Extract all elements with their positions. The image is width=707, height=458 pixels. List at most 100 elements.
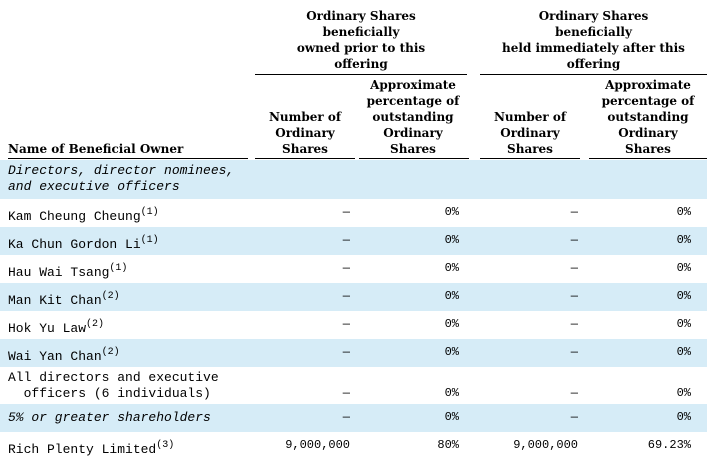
- table-row: Man Kit Chan(2) — 0% — 0%: [0, 283, 707, 311]
- cell-pct-prior: 0%: [444, 261, 459, 275]
- cell-pct-prior: 0%: [444, 289, 459, 303]
- table-row: Ka Chun Gordon Li(1) — 0% — 0%: [0, 227, 707, 255]
- group-rule-prior: [255, 74, 467, 75]
- owner-name: Hok Yu Law(2): [8, 317, 104, 337]
- owner-name-line: Hau Wai Tsang(1): [8, 261, 127, 281]
- cell-number-after: 9,000,000: [513, 438, 578, 452]
- table-row: All directors and executive officers (6 …: [0, 367, 707, 404]
- owner-name-line: officers (6 individuals): [8, 386, 211, 401]
- owner-name-text: Ka Chun Gordon Li: [8, 237, 141, 252]
- cell-pct-prior: 0%: [444, 317, 459, 331]
- col-header-pct-after: Approximate percentage of outstanding Or…: [589, 77, 707, 157]
- owner-name: Man Kit Chan(2): [8, 289, 120, 309]
- owner-name: Kam Cheung Cheung(1): [8, 205, 159, 225]
- cell-pct-prior: 80%: [437, 438, 459, 452]
- col-header-line: Ordinary: [383, 126, 443, 140]
- owner-name-text: Wai Yan Chan: [8, 349, 102, 364]
- col-header-line: Shares: [390, 142, 436, 156]
- col-header-line: outstanding: [607, 110, 689, 124]
- col-header-line: Approximate: [605, 78, 691, 92]
- cell-number-prior: —: [342, 386, 350, 400]
- footnote-marker: (2): [101, 347, 120, 358]
- group-header-after-line: held immediately after this: [502, 41, 685, 55]
- cell-number-prior: —: [342, 317, 350, 331]
- col-header-line: Approximate: [370, 78, 456, 92]
- cell-number-after: —: [570, 261, 578, 275]
- header-rule-number-after: [480, 158, 580, 159]
- col-header-line: percentage of: [601, 94, 695, 108]
- cell-number-prior: —: [342, 205, 350, 219]
- table-row: Directors, director nominees, and executi…: [0, 160, 707, 199]
- owner-name: Hau Wai Tsang(1): [8, 261, 127, 281]
- group-header-prior-line: owned prior to this: [296, 41, 426, 55]
- cell-number-after: —: [570, 317, 578, 331]
- owner-name-line: Directors, director nominees,: [8, 163, 235, 178]
- col-header-name: Name of Beneficial Owner: [8, 141, 183, 157]
- cell-pct-after: 0%: [676, 317, 691, 331]
- col-header-line: percentage of: [366, 94, 460, 108]
- owner-name: Directors, director nominees, and executi…: [8, 163, 234, 195]
- group-rule-after: [480, 74, 707, 75]
- group-header-after-line: offering: [566, 57, 621, 71]
- cell-pct-after: 0%: [676, 205, 691, 219]
- col-header-line: Ordinary: [500, 126, 560, 140]
- footnote-marker: (3): [156, 440, 175, 451]
- col-header-line: Shares: [625, 142, 671, 156]
- col-header-line: Number of: [493, 110, 567, 124]
- footnote-marker: (1): [109, 263, 128, 274]
- owner-name: Rich Plenty Limited(3): [8, 438, 174, 458]
- table-row: Hok Yu Law(2) — 0% — 0%: [0, 311, 707, 339]
- table-row: Kam Cheung Cheung(1) — 0% — 0%: [0, 199, 707, 227]
- owner-name-text: Hau Wai Tsang: [8, 265, 110, 280]
- cell-number-prior: —: [342, 410, 350, 424]
- footnote-marker: (1): [140, 235, 159, 246]
- owner-name: All directors and executive officers (6 …: [8, 370, 219, 402]
- cell-pct-after: 0%: [676, 289, 691, 303]
- cell-pct-prior: 0%: [444, 345, 459, 359]
- owner-name-text: Man Kit Chan: [8, 293, 102, 308]
- col-header-number-prior: Number of Ordinary Shares: [255, 109, 355, 157]
- cell-number-after: —: [570, 205, 578, 219]
- col-header-pct-prior: Approximate percentage of outstanding Or…: [357, 77, 469, 157]
- owner-name-line: Wai Yan Chan(2): [8, 345, 120, 365]
- group-header-after-line: Ordinary Shares: [538, 9, 649, 23]
- cell-number-prior: —: [342, 233, 350, 247]
- cell-number-after: —: [570, 233, 578, 247]
- col-header-line: Shares: [507, 142, 553, 156]
- footnote-marker: (2): [86, 319, 105, 330]
- table-row: Rich Plenty Limited(3) 9,000,000 80% 9,000,…: [0, 432, 707, 458]
- cell-number-after: —: [570, 289, 578, 303]
- cell-pct-prior: 0%: [444, 205, 459, 219]
- owner-name-line: 5% or greater shareholders: [8, 410, 211, 425]
- group-header-prior: Ordinary Shares beneficially owned prior…: [255, 8, 467, 72]
- owner-name-text: Rich Plenty Limited: [8, 442, 157, 457]
- cell-pct-after: 0%: [676, 386, 691, 400]
- cell-number-after: —: [570, 345, 578, 359]
- header-rule-pct-after: [589, 158, 707, 159]
- cell-pct-prior: 0%: [444, 233, 459, 247]
- cell-pct-prior: 0%: [444, 410, 459, 424]
- cell-pct-after: 0%: [676, 261, 691, 275]
- table-row: Wai Yan Chan(2) — 0% — 0%: [0, 339, 707, 367]
- owner-name-line: Hok Yu Law(2): [8, 317, 104, 337]
- cell-number-prior: 9,000,000: [285, 438, 350, 452]
- group-header-prior-line: Ordinary Shares: [306, 9, 416, 23]
- cell-pct-after: 0%: [676, 410, 691, 424]
- owner-name: Wai Yan Chan(2): [8, 345, 120, 365]
- table-row: 5% or greater shareholders — 0% — 0%: [0, 404, 707, 432]
- cell-pct-after: 0%: [676, 345, 691, 359]
- cell-pct-after: 69.23%: [647, 438, 691, 452]
- cell-number-prior: —: [342, 289, 350, 303]
- owner-name-line: Rich Plenty Limited(3): [8, 438, 174, 458]
- owner-name-line: and executive officers: [8, 179, 180, 194]
- col-header-number-after: Number of Ordinary Shares: [480, 109, 580, 157]
- header-rule-pct-prior: [359, 158, 469, 159]
- table-row: Hau Wai Tsang(1) — 0% — 0%: [0, 255, 707, 283]
- owner-name-text: Kam Cheung Cheung: [8, 209, 141, 224]
- col-header-line: Ordinary: [275, 126, 335, 140]
- col-header-line: Shares: [282, 142, 328, 156]
- owner-name-line: Man Kit Chan(2): [8, 289, 120, 309]
- cell-pct-after: 0%: [676, 233, 691, 247]
- footnote-marker: (2): [101, 291, 120, 302]
